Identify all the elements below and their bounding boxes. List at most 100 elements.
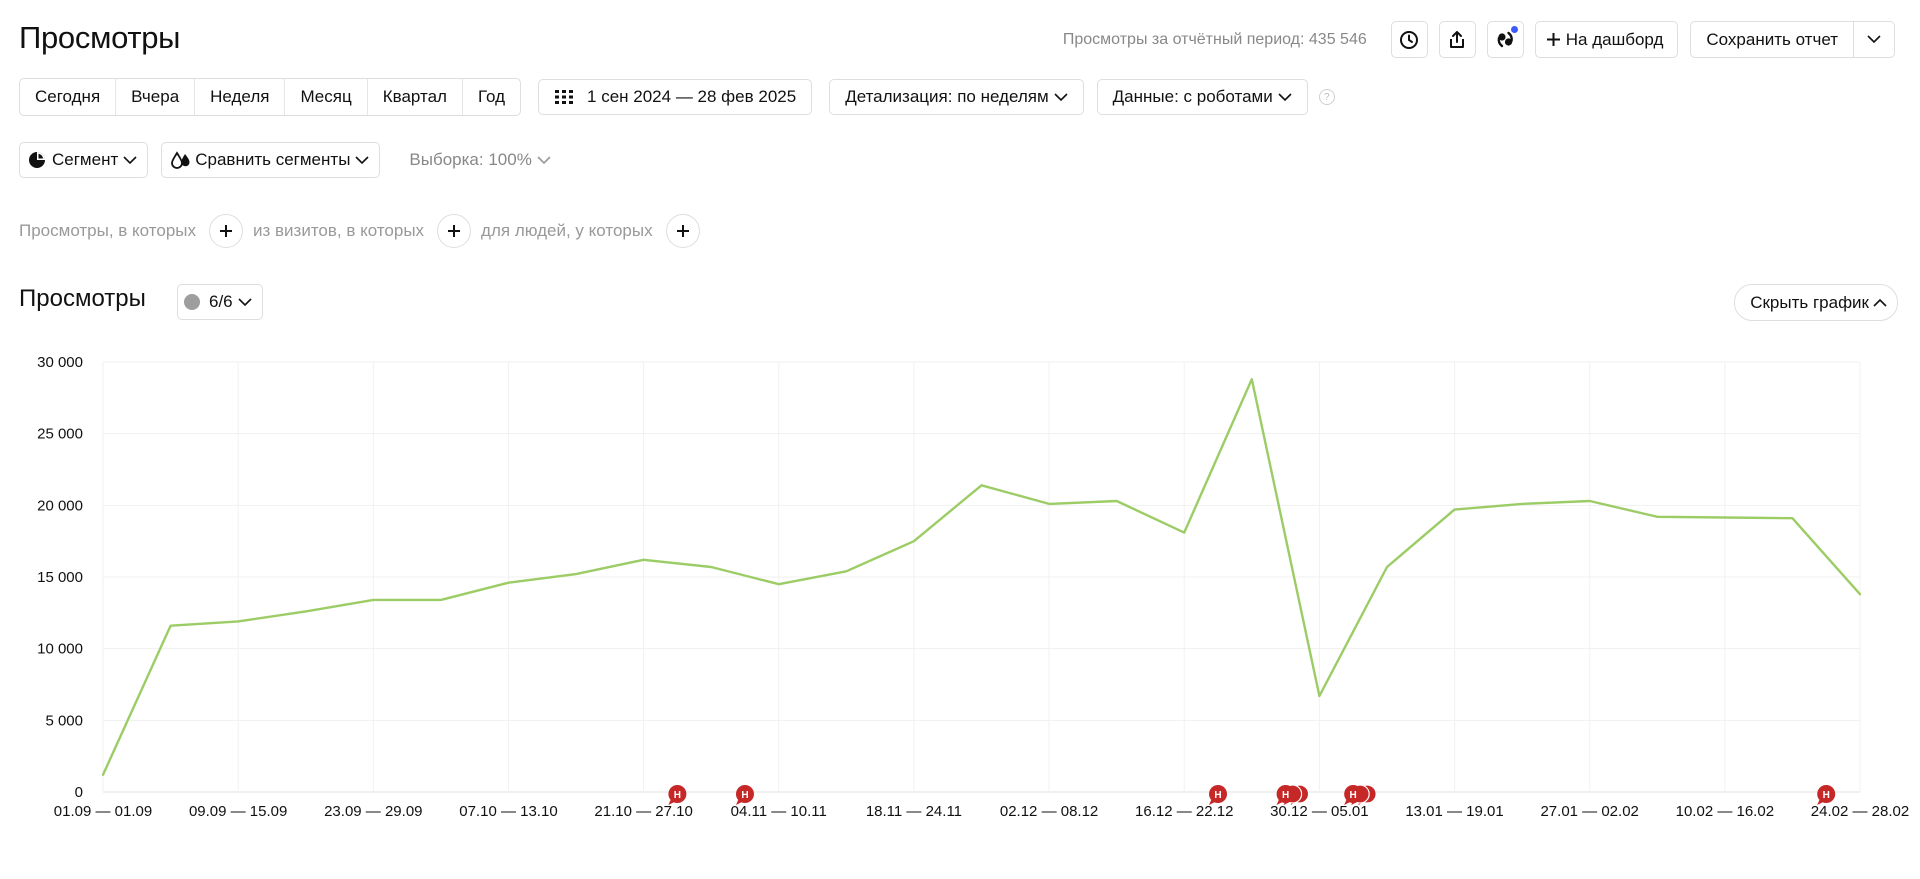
x-tick-label: 13.01 — 19.01 <box>1405 803 1503 820</box>
detail-dropdown[interactable]: Детализация: по неделям <box>829 79 1084 115</box>
series-count-label: 6/6 <box>209 292 233 311</box>
data-mode-label: Данные: с роботами <box>1112 87 1273 106</box>
quote-icon <box>1497 31 1514 47</box>
assistant-button[interactable] <box>1486 21 1524 58</box>
page-title: Просмотры <box>19 20 181 55</box>
note-marker <box>1276 785 1295 803</box>
x-tick-label: 07.10 — 13.10 <box>459 803 557 820</box>
history-button[interactable] <box>1390 21 1428 58</box>
x-tick-label: 30.12 — 05.01 <box>1270 803 1368 820</box>
date-range-label: 1 сен 2024 — 28 фев 2025 <box>587 87 797 106</box>
x-tick-label: 27.01 — 02.02 <box>1540 803 1638 820</box>
note-marker-tail <box>1276 798 1285 805</box>
segment-dropdown[interactable]: Сегмент <box>19 142 149 178</box>
chevron-down-icon <box>1867 35 1881 44</box>
save-report-group: Сохранить отчет <box>1690 21 1895 58</box>
add-views-filter-button[interactable] <box>209 214 243 248</box>
series-selector-button[interactable]: 6/6 <box>177 284 263 320</box>
chevron-down-icon <box>238 297 252 306</box>
note-marker-tail <box>1817 798 1826 805</box>
period-quarter[interactable]: Квартал <box>368 79 463 115</box>
note-marker <box>735 785 754 803</box>
chevron-down-icon <box>355 155 369 164</box>
period-month[interactable]: Месяц <box>285 79 368 115</box>
filter-people-label: для людей, у которых <box>481 221 653 240</box>
chevron-up-icon <box>1873 298 1887 307</box>
chevron-down-icon <box>1278 92 1292 101</box>
period-today[interactable]: Сегодня <box>20 79 117 115</box>
period-yesterday[interactable]: Вчера <box>116 79 196 115</box>
filter-builder: Просмотры, в которых из визитов, в котор… <box>19 213 710 249</box>
help-icon[interactable]: ? <box>1318 89 1335 105</box>
x-tick-label: 09.09 — 15.09 <box>189 803 287 820</box>
note-marker <box>1344 785 1363 803</box>
period-toolbar: Сегодня Вчера Неделя Месяц Квартал Год 1… <box>19 78 1335 116</box>
series-color-icon <box>184 294 200 310</box>
y-tick-label: 10 000 <box>37 641 83 658</box>
segment-toolbar: Сегмент Сравнить сегменты Выборка: 100% <box>19 142 551 178</box>
note-marker <box>1209 785 1228 803</box>
note-marker-label: Н <box>1350 790 1357 801</box>
filter-views-label: Просмотры, в которых <box>19 221 196 240</box>
filter-visits-label: из визитов, в которых <box>253 221 425 240</box>
chevron-down-icon <box>1054 92 1068 101</box>
x-tick-label: 18.11 — 24.11 <box>866 803 962 820</box>
series-line <box>101 378 1862 776</box>
y-tick-label: 15 000 <box>37 569 83 586</box>
data-mode-dropdown[interactable]: Данные: с роботами <box>1096 79 1308 115</box>
period-selector: Сегодня Вчера Неделя Месяц Квартал Год <box>19 78 522 116</box>
x-tick-label: 10.02 — 16.02 <box>1676 803 1774 820</box>
segment-label: Сегмент <box>52 150 119 169</box>
plus-icon <box>220 225 232 237</box>
header-toolbar: Просмотры за отчётный период: 435 546 На… <box>1063 21 1895 58</box>
pie-chart-icon <box>29 152 45 168</box>
hide-chart-label: Скрыть график <box>1750 292 1869 312</box>
period-year[interactable]: Год <box>477 87 506 106</box>
calendar-grid-icon <box>555 90 574 104</box>
note-marker-label: Н <box>1282 790 1289 801</box>
note-marker-label: Н <box>1214 790 1221 801</box>
note-marker <box>668 785 687 803</box>
note-marker-tail <box>1209 798 1218 805</box>
chevron-down-icon <box>537 155 551 164</box>
chevron-down-icon <box>123 155 137 164</box>
x-tick-label: 01.09 — 01.09 <box>54 803 152 820</box>
period-week[interactable]: Неделя <box>195 79 286 115</box>
compare-segments-dropdown[interactable]: Сравнить сегменты <box>161 142 381 178</box>
notification-dot <box>1509 25 1519 34</box>
sample-dropdown[interactable]: Выборка: 100% <box>409 150 551 170</box>
add-to-dashboard-label: На дашборд <box>1565 29 1664 49</box>
date-range-picker[interactable]: 1 сен 2024 — 28 фев 2025 <box>538 79 813 115</box>
add-people-filter-button[interactable] <box>665 214 700 248</box>
export-button[interactable] <box>1438 21 1476 58</box>
detail-label: Детализация: по неделям <box>845 87 1049 106</box>
y-tick-label: 0 <box>75 784 83 801</box>
note-marker-tail <box>1344 798 1353 805</box>
note-marker-tail <box>735 798 744 805</box>
add-visits-filter-button[interactable] <box>437 214 472 248</box>
x-tick-label: 24.02 — 28.02 <box>1811 803 1909 820</box>
hide-chart-button[interactable]: Скрыть график <box>1734 284 1898 321</box>
add-to-dashboard-button[interactable]: На дашборд <box>1534 21 1679 58</box>
chart-section-title: Просмотры <box>19 285 146 312</box>
plus-icon <box>448 225 461 237</box>
period-total-text: Просмотры за отчётный период: 435 546 <box>1062 30 1367 48</box>
plus-icon <box>1546 33 1560 46</box>
x-tick-label: 21.10 — 27.10 <box>594 803 692 820</box>
x-tick-label: 04.11 — 10.11 <box>731 803 827 820</box>
y-tick-label: 20 000 <box>37 497 83 514</box>
y-tick-label: 30 000 <box>37 354 83 371</box>
x-tick-label: 02.12 — 08.12 <box>1000 803 1098 820</box>
save-report-label: Сохранить отчет <box>1706 29 1838 49</box>
y-tick-label: 25 000 <box>37 426 83 443</box>
note-marker-label: Н <box>674 790 681 801</box>
clock-icon <box>1400 30 1419 49</box>
plus-icon <box>676 225 689 237</box>
note-marker <box>1817 785 1836 803</box>
x-tick-label: 23.09 — 29.09 <box>324 803 422 820</box>
save-options-button[interactable] <box>1854 21 1895 58</box>
sample-label: Выборка: 100% <box>409 150 532 169</box>
views-line-chart: 0 5 000 10 000 15 000 20 000 25 000 30 000 01.0… <box>37 354 1909 820</box>
save-report-button[interactable]: Сохранить отчет <box>1690 21 1854 58</box>
compare-segments-label: Сравнить сегменты <box>195 150 351 169</box>
